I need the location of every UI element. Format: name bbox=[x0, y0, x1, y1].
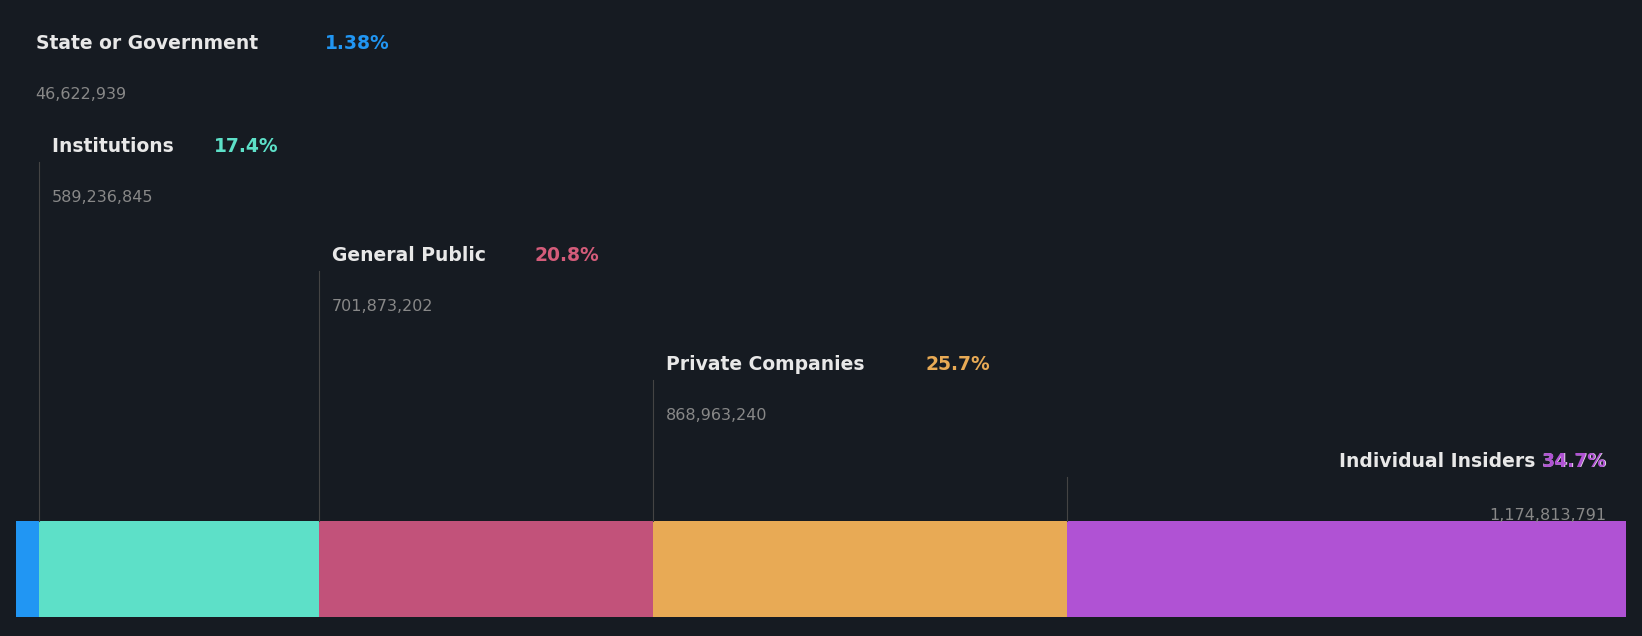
Text: 1.38%: 1.38% bbox=[325, 34, 389, 53]
Text: Private Companies: Private Companies bbox=[667, 356, 872, 375]
Text: 25.7%: 25.7% bbox=[926, 356, 990, 375]
Text: 1,174,813,791: 1,174,813,791 bbox=[1489, 508, 1606, 523]
Text: 17.4%: 17.4% bbox=[213, 137, 277, 156]
Text: 34.7%: 34.7% bbox=[1542, 452, 1606, 471]
Text: General Public: General Public bbox=[332, 246, 493, 265]
Bar bbox=[16, 520, 39, 617]
Bar bbox=[39, 520, 319, 617]
Bar bbox=[1067, 520, 1626, 617]
Text: Individual Insiders 34.7%: Individual Insiders 34.7% bbox=[1338, 452, 1606, 471]
Text: 20.8%: 20.8% bbox=[535, 246, 599, 265]
Text: 589,236,845: 589,236,845 bbox=[51, 190, 153, 205]
Text: 46,622,939: 46,622,939 bbox=[36, 87, 126, 102]
Text: 868,963,240: 868,963,240 bbox=[667, 408, 768, 424]
Text: Institutions: Institutions bbox=[51, 137, 179, 156]
Text: State or Government: State or Government bbox=[36, 34, 264, 53]
Bar bbox=[319, 520, 654, 617]
Text: 701,873,202: 701,873,202 bbox=[332, 300, 433, 314]
Bar bbox=[654, 520, 1067, 617]
